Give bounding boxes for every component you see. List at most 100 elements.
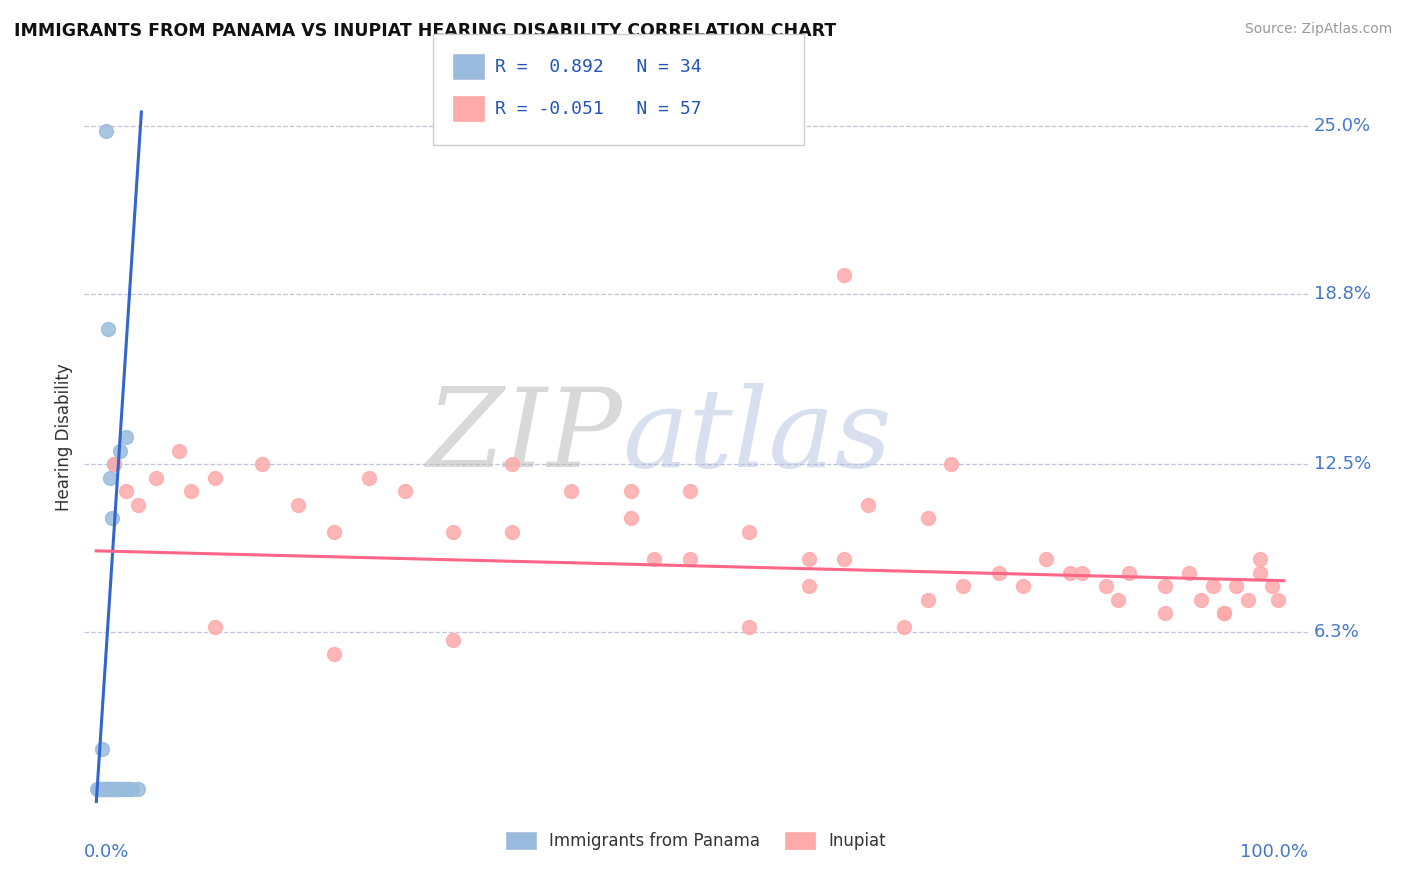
Point	[103, 782, 125, 797]
Point	[1201, 579, 1223, 593]
Point	[204, 471, 226, 485]
Point	[100, 782, 122, 797]
Point	[1178, 566, 1201, 580]
Point	[115, 484, 138, 499]
Point	[111, 782, 134, 797]
Point	[1213, 606, 1236, 620]
Point	[1094, 579, 1116, 593]
Point	[204, 620, 226, 634]
Point	[1189, 592, 1212, 607]
Point	[441, 524, 464, 539]
Point	[441, 633, 464, 648]
Point	[101, 782, 124, 797]
Point	[121, 782, 143, 797]
Point	[97, 322, 120, 336]
Point	[115, 782, 138, 797]
Point	[100, 782, 122, 797]
Point	[1154, 606, 1177, 620]
Text: 25.0%: 25.0%	[1313, 117, 1371, 135]
Point	[104, 782, 127, 797]
Text: IMMIGRANTS FROM PANAMA VS INUPIAT HEARING DISABILITY CORRELATION CHART: IMMIGRANTS FROM PANAMA VS INUPIAT HEARIN…	[14, 22, 837, 40]
Point	[359, 471, 381, 485]
Point	[679, 484, 702, 499]
Point	[169, 443, 191, 458]
Point	[91, 782, 114, 797]
Point	[89, 782, 111, 797]
Text: 6.3%: 6.3%	[1313, 624, 1360, 641]
Point	[738, 620, 761, 634]
Point	[118, 782, 141, 797]
Point	[1237, 592, 1260, 607]
Point	[103, 457, 125, 471]
Y-axis label: Hearing Disability: Hearing Disability	[55, 363, 73, 511]
Point	[108, 443, 131, 458]
Text: Source: ZipAtlas.com: Source: ZipAtlas.com	[1244, 22, 1392, 37]
Point	[100, 511, 122, 525]
Point	[105, 782, 128, 797]
Point	[115, 430, 138, 444]
Point	[560, 484, 582, 499]
Point	[917, 511, 939, 525]
Point	[87, 782, 110, 797]
Point	[114, 782, 136, 797]
Point	[100, 471, 122, 485]
Point	[620, 484, 643, 499]
Point	[1035, 552, 1057, 566]
Text: 18.8%: 18.8%	[1313, 285, 1371, 302]
Point	[952, 579, 974, 593]
Point	[103, 457, 125, 471]
Point	[917, 592, 939, 607]
Point	[1071, 566, 1094, 580]
Point	[620, 511, 643, 525]
Point	[1059, 566, 1081, 580]
Point	[1249, 552, 1271, 566]
Point	[1249, 566, 1271, 580]
Point	[322, 647, 344, 661]
Point	[90, 782, 112, 797]
Point	[96, 782, 118, 797]
Point	[107, 782, 129, 797]
Point	[501, 457, 523, 471]
Point	[987, 566, 1010, 580]
Point	[86, 782, 108, 797]
Point	[98, 782, 121, 797]
Point	[1154, 579, 1177, 593]
Point	[1225, 579, 1247, 593]
Point	[322, 524, 344, 539]
Point	[145, 471, 167, 485]
Point	[108, 782, 131, 797]
Point	[1118, 566, 1140, 580]
Point	[94, 782, 117, 797]
Text: 100.0%: 100.0%	[1240, 843, 1308, 861]
Point	[738, 524, 761, 539]
Point	[91, 741, 114, 756]
Point	[1261, 579, 1284, 593]
Point	[107, 782, 129, 797]
Text: 12.5%: 12.5%	[1313, 455, 1371, 473]
Text: ZIP: ZIP	[426, 384, 623, 491]
Point	[834, 552, 856, 566]
Point	[93, 782, 115, 797]
Point	[127, 782, 149, 797]
Point	[97, 782, 120, 797]
Text: 0.0%: 0.0%	[84, 843, 129, 861]
Point	[252, 457, 274, 471]
Point	[501, 524, 523, 539]
Point	[643, 552, 665, 566]
Point	[180, 484, 202, 499]
Point	[679, 552, 702, 566]
Point	[893, 620, 915, 634]
Text: R =  0.892   N = 34: R = 0.892 N = 34	[495, 58, 702, 76]
Point	[93, 782, 115, 797]
Point	[394, 484, 416, 499]
Point	[1213, 606, 1236, 620]
Text: atlas: atlas	[623, 384, 893, 491]
Point	[127, 498, 149, 512]
Point	[287, 498, 309, 512]
Point	[1267, 592, 1289, 607]
Text: R = -0.051   N = 57: R = -0.051 N = 57	[495, 100, 702, 118]
Point	[797, 579, 820, 593]
Point	[941, 457, 963, 471]
Point	[94, 124, 117, 138]
Point	[1011, 579, 1033, 593]
